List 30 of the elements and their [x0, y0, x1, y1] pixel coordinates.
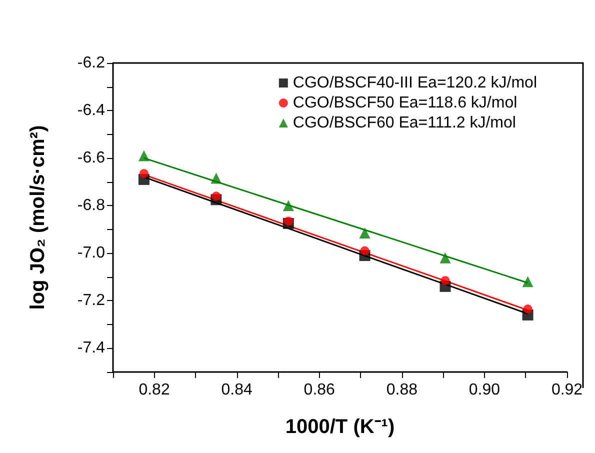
y-tick-label: -6.4 [77, 102, 106, 120]
y-tick-label: -7.0 [77, 244, 106, 262]
x-tick-label: 0.86 [304, 382, 336, 398]
point [440, 276, 450, 285]
point [138, 150, 150, 162]
point [210, 172, 222, 184]
point [282, 200, 294, 212]
y-tick-label: -7.4 [77, 340, 106, 357]
y-tick-label: -6.6 [77, 150, 106, 167]
point [360, 246, 370, 256]
x-tick-label: 0.92 [551, 382, 583, 398]
x-tick-label: 0.84 [221, 382, 252, 398]
x-tick-label: 0.90 [468, 382, 500, 398]
x-axis-title: 1000/T (K⁻¹) [285, 416, 395, 438]
point [522, 276, 534, 288]
y-tick-label: -6.8 [77, 197, 106, 214]
y-axis-title: log JO₂ (mol/s·cm²) [27, 125, 49, 310]
legend-label: CGO/BSCF40-III Ea=120.2 kJ/mol [292, 74, 537, 92]
x-tick-label: 0.82 [138, 382, 170, 398]
point [139, 169, 148, 178]
legend-label: CGO/BSCF50 Ea=118.6 kJ/mol [292, 94, 518, 112]
y-tick-label: -7.2 [77, 292, 106, 310]
point [523, 304, 532, 314]
x-tick-label: 0.88 [386, 382, 418, 398]
point [359, 227, 370, 238]
point [440, 252, 451, 264]
legend-label: CGO/BSCF60 Ea=111.2 kJ/mol [292, 114, 516, 132]
point [284, 216, 293, 226]
point [212, 192, 221, 201]
y-tick-label: -6.2 [77, 54, 106, 72]
